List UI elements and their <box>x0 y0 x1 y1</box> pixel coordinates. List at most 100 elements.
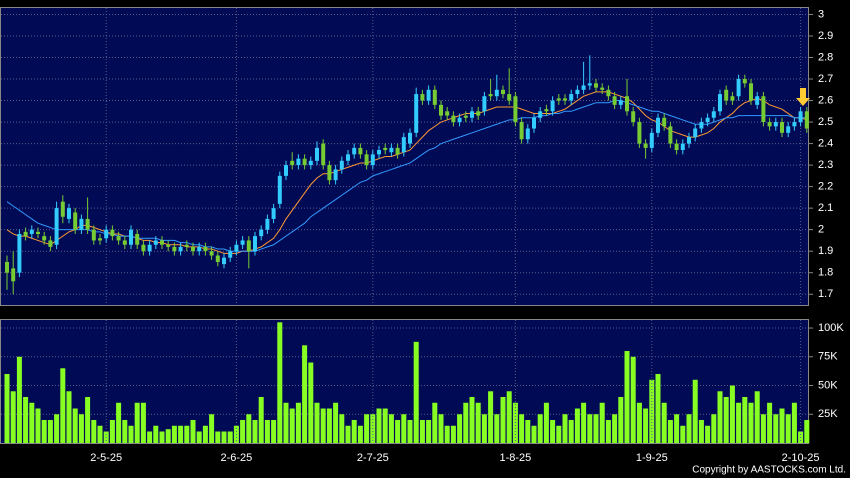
volume-bar <box>562 414 568 443</box>
y-tick-label: 3 <box>818 8 824 20</box>
candle-body <box>581 85 586 90</box>
volume-bar <box>382 408 388 443</box>
volume-bar <box>171 425 177 443</box>
candle-body <box>36 231 40 234</box>
candle-body <box>656 117 660 133</box>
candle-body <box>240 240 245 245</box>
candle-body <box>284 165 288 176</box>
volume-bar <box>227 431 233 443</box>
candle-body <box>197 246 202 252</box>
candle-body <box>302 158 307 166</box>
volume-bar <box>128 425 134 443</box>
candle-body <box>23 231 28 237</box>
candle-body <box>482 96 487 112</box>
volume-bar <box>376 408 382 443</box>
volume-bar <box>258 397 264 443</box>
candle-body <box>705 117 710 123</box>
volume-bar <box>264 420 270 443</box>
candle-body <box>401 137 406 153</box>
candle-body <box>736 79 741 97</box>
volume-bar <box>686 414 692 443</box>
volume-bar <box>543 402 549 443</box>
volume-bar <box>134 402 140 443</box>
volume-bar <box>419 420 425 443</box>
volume-bar <box>568 420 574 443</box>
candle-body <box>519 122 524 140</box>
candle-body <box>587 83 592 86</box>
volume-bar <box>667 420 673 443</box>
volume-bar <box>35 408 41 443</box>
y-tick-label: 2.4 <box>818 137 833 149</box>
candle-body <box>804 111 809 129</box>
y-tick-label: 1.8 <box>818 267 833 279</box>
candle-body <box>538 111 543 118</box>
candle-body <box>749 83 753 101</box>
candle-body <box>730 96 735 101</box>
volume-bar <box>779 408 785 443</box>
volume-bar <box>804 420 810 443</box>
x-tick-label: 2-5-25 <box>90 452 122 464</box>
candle-body <box>116 236 121 241</box>
volume-bar <box>773 414 779 443</box>
y-tick-label: 1.9 <box>818 245 833 257</box>
candle-body <box>786 126 791 133</box>
volume-bar <box>29 402 35 443</box>
volume-bar <box>605 420 611 443</box>
candle-body <box>203 246 208 252</box>
y-tick-label: 1.7 <box>818 288 833 300</box>
candle-body <box>637 122 642 144</box>
candle-body <box>296 158 301 166</box>
candle-body <box>290 160 295 166</box>
volume-bar <box>196 431 202 443</box>
volume-bar <box>277 322 283 443</box>
candle-body <box>631 111 636 123</box>
candle-body <box>253 236 257 252</box>
candle-body <box>699 122 704 129</box>
candle-body <box>662 117 667 127</box>
candle-body <box>79 218 84 230</box>
candle-body <box>724 89 729 101</box>
candle-body <box>308 160 313 166</box>
candle-body <box>569 94 574 101</box>
volume-bar <box>190 420 196 443</box>
candle-body <box>5 261 9 273</box>
candle-body <box>451 115 456 123</box>
volume-bar <box>60 368 66 443</box>
volume-bar <box>159 431 165 443</box>
price-panel <box>0 7 809 306</box>
volume-bar <box>705 425 711 443</box>
candle-body <box>383 147 388 151</box>
volume-bar <box>494 414 500 443</box>
y-tick-label: 2.9 <box>818 30 833 42</box>
candle-body <box>377 150 381 155</box>
candle-body <box>594 83 598 88</box>
candle-body <box>122 240 127 245</box>
volume-bar <box>16 356 22 443</box>
candle-body <box>73 212 78 230</box>
volume-bar <box>78 414 84 443</box>
volume-bar <box>109 420 115 443</box>
candle-body <box>544 109 549 112</box>
volume-bar <box>612 414 618 443</box>
volume-bar <box>649 379 655 443</box>
volume-bar <box>767 402 773 443</box>
candle-body <box>85 218 90 230</box>
x-tick-label: 2-7-25 <box>357 452 389 464</box>
y-tick-label: 2.3 <box>818 159 833 171</box>
volume-bar <box>661 402 667 443</box>
y-tick-label: 2.6 <box>818 94 833 106</box>
volume-bar <box>345 425 351 443</box>
volume-bar <box>469 397 475 443</box>
volume-bar <box>550 420 556 443</box>
candle-body <box>742 79 747 84</box>
volume-bar <box>723 397 729 443</box>
candle-body <box>60 201 65 217</box>
volume-bar <box>457 414 463 443</box>
candle-body <box>606 89 611 97</box>
candle-body <box>98 238 102 241</box>
volume-bar <box>581 402 587 443</box>
candle-body <box>798 111 803 123</box>
candle-body <box>364 154 369 166</box>
candle-body <box>191 246 195 252</box>
candle-body <box>625 96 629 112</box>
